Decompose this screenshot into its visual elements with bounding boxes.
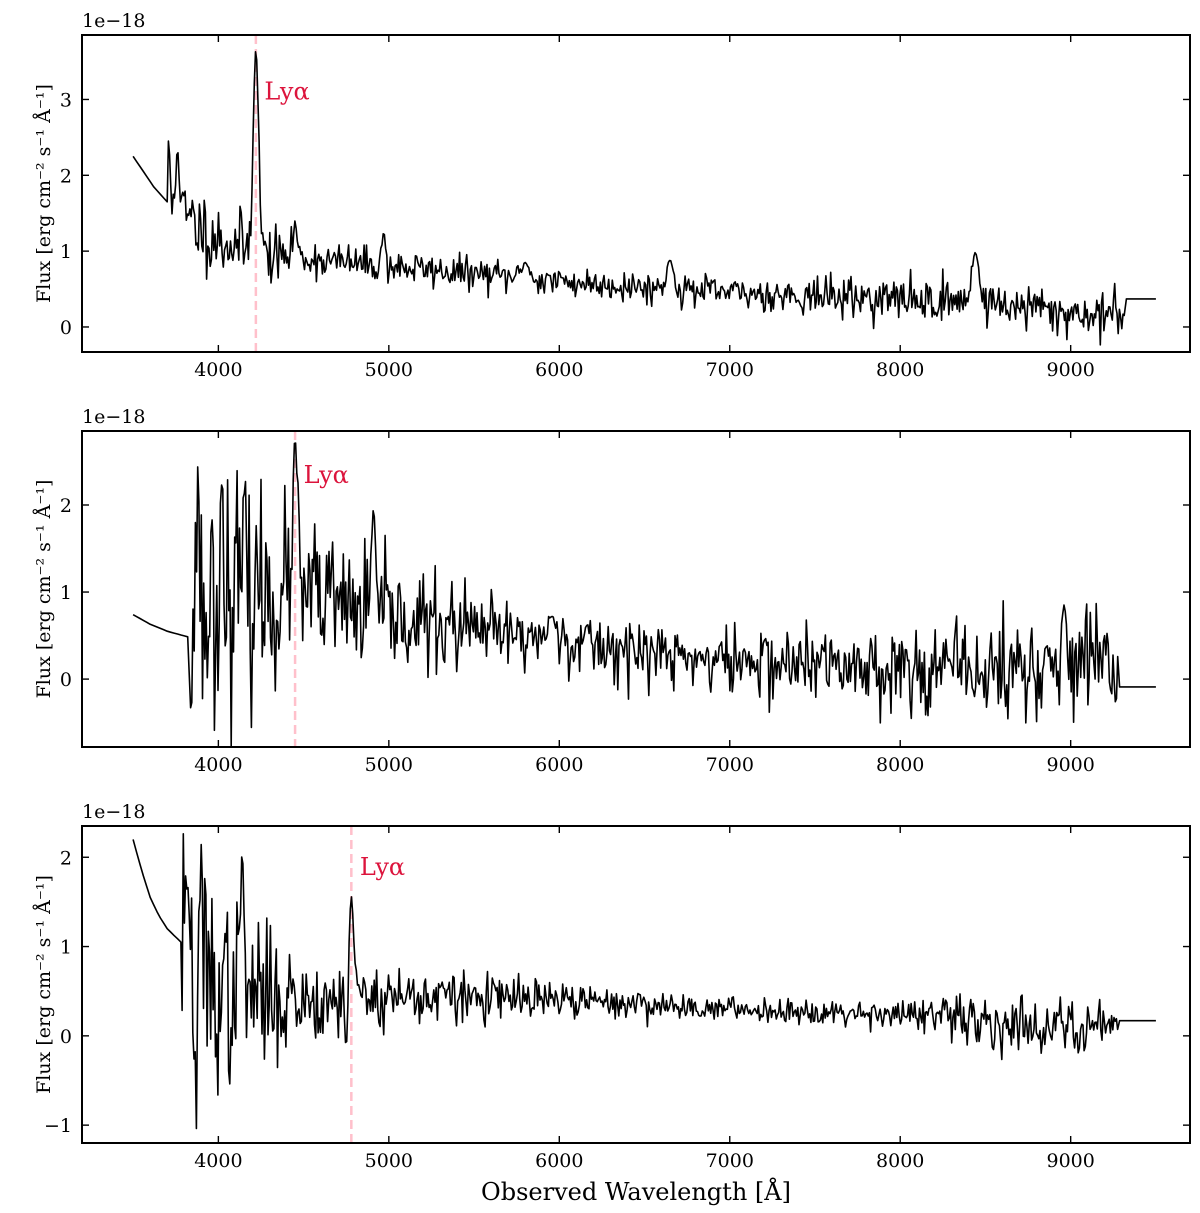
x-tick-label: 9000 — [1046, 1150, 1094, 1172]
x-tick-label: 8000 — [876, 359, 924, 381]
x-tick-label: 7000 — [706, 754, 754, 776]
panel-frame — [81, 430, 1191, 748]
y-tick-label: 3 — [60, 89, 72, 111]
y-tick-label: 2 — [60, 165, 72, 187]
panel-frame — [81, 825, 1191, 1144]
y-tick-label: 2 — [60, 847, 72, 869]
x-tick-label: 5000 — [365, 1150, 413, 1172]
y-offset-text: 1e−18 — [82, 406, 145, 428]
x-tick-label: 6000 — [535, 1150, 583, 1172]
y-tick-label: −1 — [44, 1115, 72, 1137]
y-axis-label: Flux [erg cm⁻² s⁻¹ Å⁻¹] — [33, 84, 55, 303]
y-tick-label: 0 — [60, 317, 72, 339]
x-tick-label: 4000 — [194, 359, 242, 381]
lya-annotation: Lyα — [264, 77, 309, 105]
x-tick-label: 7000 — [706, 1150, 754, 1172]
y-tick-label: 2 — [60, 495, 72, 517]
y-tick-label: 1 — [60, 937, 72, 959]
spectrum-line — [132, 833, 1156, 1130]
x-tick-label: 8000 — [876, 754, 924, 776]
y-axis-label: Flux [erg cm⁻² s⁻¹ Å⁻¹] — [33, 480, 55, 699]
x-tick-label: 4000 — [194, 754, 242, 776]
lya-annotation: Lyα — [304, 461, 349, 489]
panel-frame — [81, 34, 1191, 353]
spectrum-panel-2: Lyα 4000 5000 6000 7000 8000 9000 0 1 2 1e−18 Flux … — [33, 406, 1191, 776]
x-tick-label: 5000 — [365, 359, 413, 381]
lya-annotation: Lyα — [360, 853, 405, 881]
spectrum-panel-1: Lyα 4000 5000 6000 7000 8000 9000 0 1 2 3 1e−18 Flux… — [33, 10, 1191, 381]
x-tick-label: 8000 — [876, 1150, 924, 1172]
x-tick-label: 5000 — [365, 754, 413, 776]
y-axis-label: Flux [erg cm⁻² s⁻¹ Å⁻¹] — [33, 875, 55, 1094]
y-offset-text: 1e−18 — [82, 10, 145, 32]
spectrum-panel-3: Lyα 4000 5000 6000 7000 8000 9000 −1 0 1 2 1e−18 Flu… — [33, 801, 1191, 1172]
y-tick-label: 1 — [60, 241, 72, 263]
x-axis-label: Observed Wavelength [Å] — [481, 1177, 791, 1206]
y-tick-label: 0 — [60, 1026, 72, 1048]
spectrum-line — [132, 442, 1156, 747]
x-tick-label: 9000 — [1046, 359, 1094, 381]
x-tick-label: 7000 — [706, 359, 754, 381]
spectrum-line — [132, 51, 1156, 346]
y-offset-text: 1e−18 — [82, 801, 145, 823]
y-tick-label: 0 — [60, 669, 72, 691]
x-tick-label: 6000 — [535, 359, 583, 381]
x-tick-label: 4000 — [194, 1150, 242, 1172]
y-tick-label: 1 — [60, 582, 72, 604]
x-tick-label: 9000 — [1046, 754, 1094, 776]
x-tick-label: 6000 — [535, 754, 583, 776]
